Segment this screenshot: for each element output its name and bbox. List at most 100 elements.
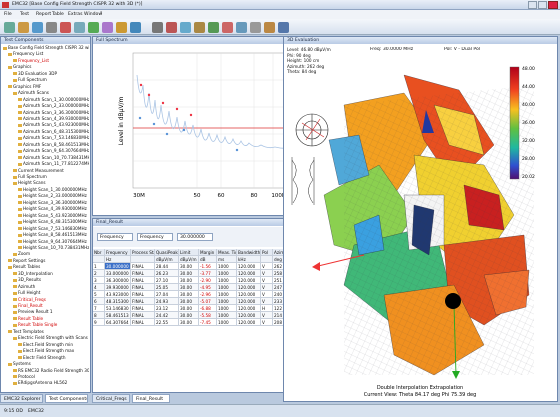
tree-item[interactable]: Electric Field Strength with Scans 30 to… — [13, 335, 89, 341]
toolbar-button[interactable] — [18, 22, 29, 33]
tree-item[interactable]: Protocol — [13, 374, 89, 380]
tree-item[interactable]: Azimuth Scan_11_77.812274MHz — [18, 161, 89, 167]
tree-item[interactable]: Azimuth Scan_2_33.000000MHz — [18, 103, 89, 109]
tab[interactable]: EMC32 Explorer — [0, 394, 43, 403]
toolbar-button[interactable] — [264, 22, 275, 33]
tree-item[interactable]: Full Spectrum — [13, 77, 89, 83]
tree-item[interactable]: Full Height — [13, 290, 89, 296]
tree-item[interactable]: Height Scan_5_43.923000MHz — [18, 213, 89, 219]
tree-item[interactable]: Electr Field Strength — [18, 355, 89, 361]
tree-item[interactable]: Full Spectrum — [13, 174, 89, 180]
tree-item[interactable]: Height Scan_8_58.461513MHz — [18, 232, 89, 238]
toolbar-button[interactable] — [222, 22, 233, 33]
x-tick-label: 100M — [271, 193, 286, 199]
tree-item[interactable]: Height Scans — [13, 180, 89, 186]
tree-item[interactable]: Base Config Field Strength CISPR 32 with… — [3, 45, 89, 51]
table-cell: 120.000 — [237, 270, 261, 277]
tree-item[interactable]: Graphics — [8, 64, 89, 70]
tab[interactable]: Critical_Freqs — [92, 394, 130, 403]
tree-item[interactable]: Azimuth Scan_6_48.315300MHz — [18, 129, 89, 135]
menu-item[interactable]: Table — [52, 12, 64, 17]
toolbar-button[interactable] — [152, 22, 163, 33]
tree-item[interactable]: Azimuth Scans — [13, 90, 89, 96]
toolbar-button[interactable] — [180, 22, 191, 33]
tree-item[interactable]: Azimuth Scan_10_70.738431MHz — [18, 155, 89, 161]
tree-item[interactable]: Result Tables — [8, 264, 89, 270]
toolbar-button[interactable] — [60, 22, 71, 33]
table-cell: 1000 — [217, 305, 237, 312]
tree-item[interactable]: 3D_Results — [13, 277, 89, 283]
tree-item[interactable]: Systems — [8, 361, 89, 367]
left-panel: Test Components Base Config Field Streng… — [0, 36, 91, 393]
tree-item[interactable]: Report Settings — [8, 258, 89, 264]
filter-field[interactable]: Frequency — [137, 233, 173, 241]
toolbar-button[interactable] — [278, 22, 289, 33]
tree-item[interactable]: Azimuth Scan_4_39.930000MHz — [18, 116, 89, 122]
toolbar-button[interactable] — [116, 22, 127, 33]
tree-item[interactable]: Height Scan_10_70.738431MHz — [18, 245, 89, 251]
tree-item[interactable]: Final_Result — [13, 303, 89, 309]
toolbar-button[interactable] — [74, 22, 85, 33]
table-cell: FINAL — [131, 319, 155, 326]
tree-item[interactable]: Height Scan_4_39.930000MHz — [18, 206, 89, 212]
tree-item[interactable]: RS EMC32 Radio Field Strength 30 to 6F — [13, 368, 89, 374]
toolbar-button[interactable] — [32, 22, 43, 33]
tree-item[interactable]: Frequency List — [8, 51, 89, 57]
table-cell: 1000 — [217, 277, 237, 284]
toolbar-button[interactable] — [130, 22, 141, 33]
tree-item[interactable]: Height Scan_2_33.000000MHz — [18, 193, 89, 199]
filter-field[interactable]: 30.000000 — [177, 233, 213, 241]
tree-item[interactable]: Azimuth Scan_5_43.923000MHz — [18, 122, 89, 128]
x-axis-line — [313, 254, 365, 268]
tree-item[interactable]: Zoom — [13, 251, 89, 257]
tree-item[interactable]: Current Measurement — [13, 168, 89, 174]
window-buttons[interactable] — [528, 1, 558, 9]
menu-item[interactable]: File — [4, 12, 12, 17]
result-window: Final_Result Frequency Frequency 30.000000… — [92, 218, 292, 393]
tree-item[interactable]: Azimuth Scan_8_58.461513MHz — [18, 142, 89, 148]
tree-item[interactable]: Height Scan_7_53.146830MHz — [18, 226, 89, 232]
toolbar-button[interactable] — [102, 22, 113, 33]
toolbar-button[interactable] — [194, 22, 205, 33]
tree-item[interactable]: Frequency_List — [13, 58, 89, 64]
tree-item[interactable]: 3D Evaluation 3DP — [13, 71, 89, 77]
toolbar-button[interactable] — [4, 22, 15, 33]
tree-item[interactable]: Azimuth Scan_7_53.146830MHz — [18, 135, 89, 141]
tree-item[interactable]: Azimuth Scan_9_64.307664MHz — [18, 148, 89, 154]
tab[interactable]: Final_Result — [132, 394, 170, 403]
menu-item[interactable]: Window — [84, 12, 103, 17]
colorbar-label: 32.00 — [522, 138, 535, 144]
tree-item[interactable]: Test Templates — [8, 329, 89, 335]
tree-item[interactable]: Height Scan_9_64.307664MHz — [18, 239, 89, 245]
tree-item[interactable]: Critical_Freqs — [13, 297, 89, 303]
tree-item[interactable]: Azimuth Scan_3_36.300000MHz — [18, 110, 89, 116]
tab[interactable]: Test Components — [45, 394, 88, 403]
table-cell: FINAL — [131, 305, 155, 312]
toolbar-button[interactable] — [236, 22, 247, 33]
toolbar-button[interactable] — [88, 22, 99, 33]
table-cell: FINAL — [131, 312, 155, 319]
filter-field[interactable]: Frequency — [97, 233, 133, 241]
tree-item[interactable]: Result Table — [13, 316, 89, 322]
tree-item[interactable]: Result Table Single — [13, 322, 89, 328]
toolbar-button[interactable] — [166, 22, 177, 33]
toolbar-button[interactable] — [208, 22, 219, 33]
toolbar-button[interactable] — [250, 22, 261, 33]
tree-item[interactable]: Preview Result 1 — [13, 309, 89, 315]
toolbar-button[interactable] — [46, 22, 57, 33]
menu-item[interactable]: ? — [100, 12, 103, 17]
tree-item[interactable]: Azimuth — [13, 284, 89, 290]
tree-item[interactable]: Elect.Field Strength min — [18, 342, 89, 348]
tree-item[interactable]: Height Scan_6_48.315300MHz — [18, 219, 89, 225]
tree-item[interactable]: Azimuth Scan_1_30.000000MHz — [18, 97, 89, 103]
menu-item[interactable]: Extras — [68, 12, 83, 17]
tree-item[interactable]: Height Scan_1_30.000000MHz — [18, 187, 89, 193]
tree-item[interactable]: Height Scan_3_36.300000MHz — [18, 200, 89, 206]
tree-item[interactable]: ERdipgsAntenna HL562 — [13, 380, 89, 386]
tree-item[interactable]: 3D_Interpolation — [13, 271, 89, 277]
menu-item[interactable]: Test — [20, 12, 30, 17]
table-cell: 24.42 — [155, 312, 179, 319]
tree-item[interactable]: Graphics FMF — [8, 84, 89, 90]
tree-item[interactable]: Elect.Field Strength max — [18, 348, 89, 354]
menu-item[interactable]: Report — [36, 12, 52, 17]
